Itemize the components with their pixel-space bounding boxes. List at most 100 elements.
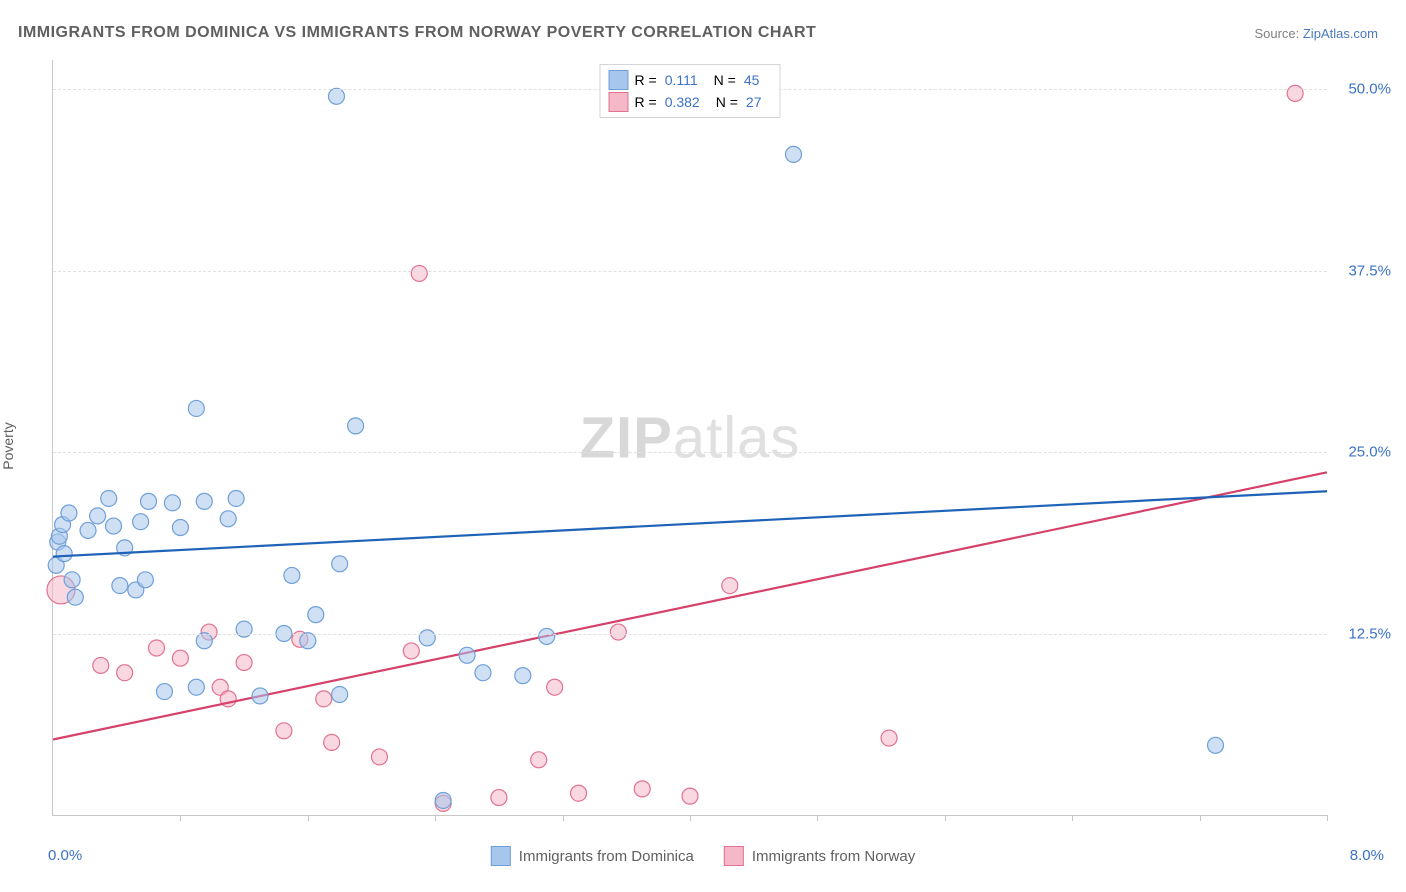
- scatter-point: [149, 640, 165, 656]
- y-axis-label: Poverty: [0, 422, 16, 469]
- legend-row-b: R = 0.382 N = 27: [609, 91, 772, 113]
- x-axis-max-label: 8.0%: [1350, 847, 1384, 864]
- scatter-point: [300, 633, 316, 649]
- n-value-a: 45: [744, 69, 760, 91]
- x-tick: [563, 815, 564, 821]
- y-tick-label: 25.0%: [1348, 444, 1391, 461]
- swatch-series-a: [609, 70, 629, 90]
- n-label-b: N =: [716, 91, 738, 113]
- legend-row-a: R = 0.111 N = 45: [609, 69, 772, 91]
- x-axis-min-label: 0.0%: [48, 847, 82, 864]
- swatch-series-b-bottom: [724, 846, 744, 866]
- scatter-point: [332, 686, 348, 702]
- scatter-point: [236, 621, 252, 637]
- gridline: [53, 634, 1327, 635]
- x-tick: [308, 815, 309, 821]
- x-tick: [435, 815, 436, 821]
- chart-title: IMMIGRANTS FROM DOMINICA VS IMMIGRANTS F…: [18, 24, 816, 42]
- scatter-point: [881, 730, 897, 746]
- scatter-point: [64, 572, 80, 588]
- r-label-b: R =: [635, 91, 657, 113]
- scatter-point: [164, 495, 180, 511]
- source-attribution: Source: ZipAtlas.com: [1254, 26, 1378, 41]
- scatter-point: [316, 691, 332, 707]
- n-value-b: 27: [746, 91, 762, 113]
- series-a-name: Immigrants from Dominica: [519, 848, 694, 865]
- scatter-point: [137, 572, 153, 588]
- swatch-series-b: [609, 92, 629, 112]
- n-label-a: N =: [714, 69, 736, 91]
- trend-line: [53, 472, 1327, 739]
- scatter-point: [276, 723, 292, 739]
- scatter-point: [539, 628, 555, 644]
- scatter-point: [610, 624, 626, 640]
- scatter-point: [284, 567, 300, 583]
- scatter-point: [228, 490, 244, 506]
- scatter-point: [371, 749, 387, 765]
- scatter-point: [188, 400, 204, 416]
- scatter-point: [348, 418, 364, 434]
- scatter-point: [101, 490, 117, 506]
- scatter-point: [682, 788, 698, 804]
- scatter-point: [786, 146, 802, 162]
- y-tick-label: 12.5%: [1348, 625, 1391, 642]
- x-tick: [1200, 815, 1201, 821]
- scatter-point: [196, 633, 212, 649]
- y-tick-label: 50.0%: [1348, 81, 1391, 98]
- correlation-legend: R = 0.111 N = 45 R = 0.382 N = 27: [600, 64, 781, 118]
- legend-item-b: Immigrants from Norway: [724, 846, 915, 866]
- legend-item-a: Immigrants from Dominica: [491, 846, 694, 866]
- scatter-point: [1287, 85, 1303, 101]
- scatter-point: [196, 493, 212, 509]
- scatter-point: [61, 505, 77, 521]
- scatter-point: [332, 556, 348, 572]
- scatter-point: [435, 792, 451, 808]
- scatter-point: [324, 734, 340, 750]
- scatter-point: [133, 514, 149, 530]
- scatter-point: [172, 650, 188, 666]
- scatter-point: [328, 88, 344, 104]
- scatter-point: [722, 578, 738, 594]
- x-tick: [690, 815, 691, 821]
- scatter-point: [67, 589, 83, 605]
- series-legend: Immigrants from Dominica Immigrants from…: [491, 846, 915, 866]
- r-value-b: 0.382: [665, 91, 700, 113]
- scatter-point: [403, 643, 419, 659]
- x-tick: [1072, 815, 1073, 821]
- scatter-point: [491, 790, 507, 806]
- scatter-point: [172, 520, 188, 536]
- x-tick: [945, 815, 946, 821]
- scatter-point: [571, 785, 587, 801]
- scatter-point: [419, 630, 435, 646]
- scatter-point: [156, 684, 172, 700]
- r-label-a: R =: [635, 69, 657, 91]
- scatter-point: [531, 752, 547, 768]
- scatter-point: [475, 665, 491, 681]
- scatter-point: [141, 493, 157, 509]
- source-link[interactable]: ZipAtlas.com: [1303, 26, 1378, 41]
- scatter-point: [252, 688, 268, 704]
- scatter-point: [547, 679, 563, 695]
- series-b-name: Immigrants from Norway: [752, 848, 915, 865]
- scatter-point: [308, 607, 324, 623]
- r-value-a: 0.111: [665, 69, 698, 91]
- source-prefix: Source:: [1254, 26, 1302, 41]
- x-tick: [180, 815, 181, 821]
- scatter-point: [90, 508, 106, 524]
- scatter-point: [459, 647, 475, 663]
- scatter-point: [117, 665, 133, 681]
- y-tick-label: 37.5%: [1348, 262, 1391, 279]
- scatter-point: [112, 578, 128, 594]
- x-tick: [817, 815, 818, 821]
- scatter-point: [80, 522, 96, 538]
- swatch-series-a-bottom: [491, 846, 511, 866]
- scatter-point: [236, 655, 252, 671]
- gridline: [53, 452, 1327, 453]
- scatter-point: [188, 679, 204, 695]
- scatter-point: [106, 518, 122, 534]
- scatter-point: [93, 657, 109, 673]
- x-tick: [1327, 815, 1328, 821]
- scatter-point: [634, 781, 650, 797]
- scatter-svg: [53, 60, 1327, 815]
- scatter-point: [411, 265, 427, 281]
